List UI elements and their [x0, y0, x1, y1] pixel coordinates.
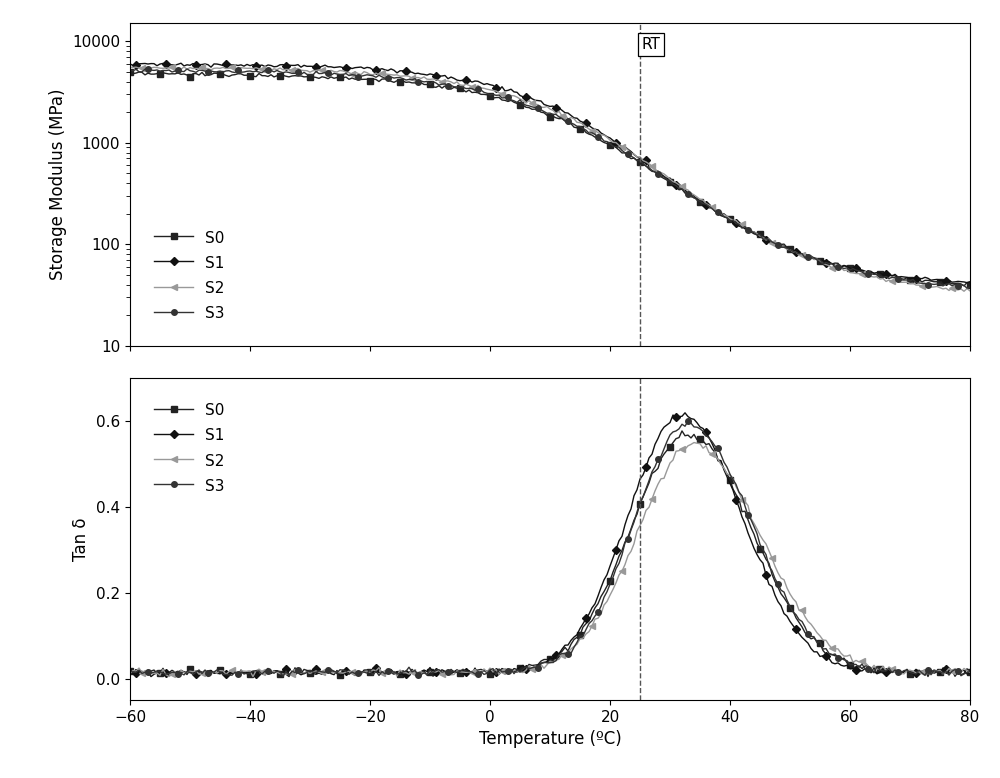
S1: [598, 575, 610, 584]
S2: [814, 631, 826, 640]
S0: [598, 138, 610, 147]
S1: [961, 278, 973, 287]
S2: [811, 254, 823, 264]
Line: S2: S2: [127, 64, 973, 294]
S3: [517, 664, 529, 674]
S0: [307, 72, 319, 82]
S0: [676, 426, 688, 436]
S0: [307, 669, 319, 678]
S1: [124, 664, 136, 673]
S0: [124, 666, 136, 675]
S3: [961, 283, 973, 293]
S3: [124, 65, 136, 75]
S3: [277, 672, 289, 682]
S2: [157, 664, 169, 674]
S2: [688, 438, 700, 447]
S3: [814, 255, 826, 265]
S2: [517, 668, 529, 677]
S1: [517, 92, 529, 101]
S2: [814, 256, 826, 265]
S1: [598, 130, 610, 139]
S1: [175, 58, 187, 68]
S2: [964, 668, 976, 677]
S2: [157, 64, 169, 73]
S3: [307, 70, 319, 79]
S0: [157, 664, 169, 673]
S0: [958, 281, 970, 290]
S1: [964, 668, 976, 678]
S2: [307, 66, 319, 75]
S3: [124, 666, 136, 675]
S3: [964, 282, 976, 292]
S3: [157, 669, 169, 678]
S2: [124, 62, 136, 72]
S0: [598, 587, 610, 596]
S1: [811, 254, 823, 264]
S0: [817, 646, 829, 655]
S0: [124, 68, 136, 77]
S1: [814, 652, 826, 661]
Y-axis label: Tan δ: Tan δ: [72, 517, 90, 561]
S0: [160, 68, 172, 78]
S1: [814, 257, 826, 266]
S1: [145, 672, 157, 682]
S1: [817, 651, 829, 661]
Text: RT: RT: [642, 37, 661, 52]
S0: [814, 256, 826, 265]
S0: [814, 639, 826, 648]
S1: [307, 61, 319, 71]
S2: [307, 668, 319, 677]
S0: [964, 280, 976, 289]
Line: S3: S3: [127, 66, 973, 291]
S2: [517, 96, 529, 105]
S2: [817, 636, 829, 645]
S2: [598, 131, 610, 140]
S0: [964, 668, 976, 677]
Line: S3: S3: [127, 419, 973, 679]
Y-axis label: Storage Modulus (MPa): Storage Modulus (MPa): [49, 89, 67, 280]
Line: S0: S0: [127, 428, 973, 679]
S2: [163, 672, 175, 682]
S1: [517, 661, 529, 670]
S1: [964, 277, 976, 286]
S3: [817, 644, 829, 654]
Line: S1: S1: [127, 410, 973, 679]
S3: [160, 66, 172, 75]
Line: S1: S1: [127, 61, 973, 286]
S2: [964, 286, 976, 296]
S0: [517, 664, 529, 674]
Line: S0: S0: [127, 69, 973, 289]
S1: [157, 59, 169, 68]
Legend: S0, S1, S2, S3: S0, S1, S2, S3: [145, 221, 234, 331]
S3: [307, 668, 319, 677]
S1: [160, 668, 172, 678]
S3: [598, 136, 610, 145]
S1: [679, 408, 691, 418]
Line: S2: S2: [127, 440, 973, 679]
S3: [814, 637, 826, 647]
S0: [283, 672, 295, 682]
S3: [517, 99, 529, 108]
S3: [964, 667, 976, 676]
S3: [598, 593, 610, 602]
S1: [307, 669, 319, 678]
S2: [598, 601, 610, 610]
Legend: S0, S1, S2, S3: S0, S1, S2, S3: [145, 393, 234, 503]
X-axis label: Temperature (ºC): Temperature (ºC): [479, 731, 621, 748]
S2: [124, 668, 136, 678]
S2: [958, 286, 970, 296]
S3: [682, 416, 694, 426]
S3: [142, 64, 154, 73]
S3: [811, 255, 823, 265]
S0: [811, 254, 823, 263]
S0: [133, 68, 145, 77]
S2: [178, 62, 190, 72]
S0: [517, 100, 529, 110]
S1: [124, 59, 136, 68]
